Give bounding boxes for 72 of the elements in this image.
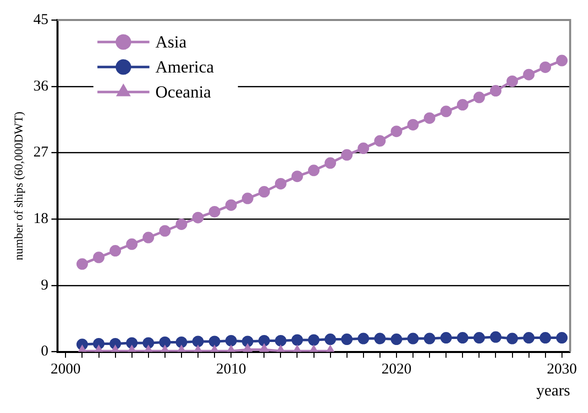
point (159, 225, 171, 237)
point (407, 118, 419, 130)
point (291, 170, 303, 182)
point (440, 332, 452, 344)
point (142, 232, 154, 244)
point (225, 199, 237, 211)
point (126, 337, 138, 349)
point (490, 85, 502, 97)
point (506, 332, 518, 344)
point (456, 332, 468, 344)
x-tick-label: 2020 (381, 362, 412, 378)
point (407, 332, 419, 344)
point (358, 332, 370, 344)
point (540, 61, 552, 73)
point (176, 336, 188, 348)
legend-label: Asia (155, 32, 188, 52)
point (523, 332, 535, 344)
point (390, 334, 402, 346)
y-axis-title: number of ships (60,000DWT) (11, 112, 26, 260)
point (523, 68, 535, 80)
point (424, 332, 436, 344)
point (341, 334, 353, 346)
point (556, 332, 568, 344)
point (258, 334, 270, 346)
point (390, 126, 402, 138)
point (225, 334, 237, 346)
point (424, 112, 436, 124)
legend-label: America (155, 57, 214, 76)
y-tick-label: 0 (40, 344, 48, 360)
x-tick-label: 2030 (546, 362, 577, 378)
y-tick-label: 36 (33, 78, 49, 94)
point (142, 337, 154, 349)
y-tick-label: 45 (33, 12, 48, 28)
x-tick-label: 2000 (50, 362, 81, 378)
x-tick-label: 2010 (216, 362, 246, 378)
point (358, 142, 370, 154)
point (540, 332, 552, 344)
point (556, 54, 568, 66)
y-tick-label: 9 (40, 277, 48, 294)
point (324, 334, 336, 346)
point (126, 238, 138, 250)
point (274, 334, 286, 346)
x-axis-title: years (536, 382, 570, 400)
point (192, 336, 204, 348)
point (176, 218, 188, 230)
point (274, 178, 286, 190)
point (76, 258, 88, 270)
point (208, 206, 220, 218)
point (93, 252, 104, 264)
point (506, 75, 518, 87)
point (258, 186, 270, 198)
point (308, 334, 320, 346)
legend-label: Oceania (155, 82, 212, 102)
point (473, 332, 485, 344)
point (473, 92, 485, 104)
point (456, 99, 468, 111)
point (208, 336, 220, 348)
point (374, 332, 386, 344)
point (374, 135, 386, 147)
point (192, 212, 204, 224)
point (308, 164, 320, 176)
point (291, 334, 303, 346)
point (242, 192, 254, 204)
y-tick-label: 27 (33, 144, 49, 161)
point (159, 336, 171, 348)
point (110, 245, 122, 257)
point (490, 331, 502, 343)
y-tick-label: 18 (33, 211, 48, 228)
point (242, 336, 254, 348)
point (440, 106, 452, 118)
point (324, 157, 336, 169)
point (341, 149, 353, 161)
